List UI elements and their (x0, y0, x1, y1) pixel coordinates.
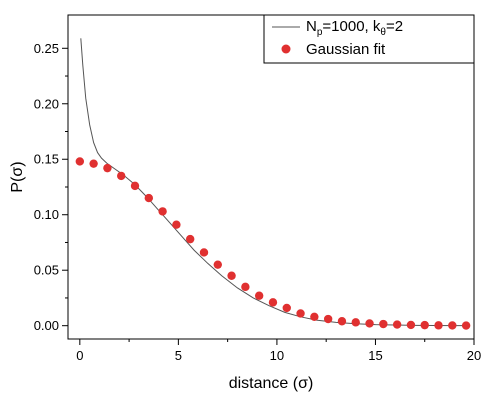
data-point (379, 319, 388, 329)
data-point (144, 193, 154, 203)
legend-scatter-label: Gaussian fit (306, 41, 386, 58)
legend-line-label-mid: =1000, k (322, 18, 380, 35)
y-axis-title: P(σ) (9, 161, 26, 192)
data-point (103, 163, 112, 173)
data-point (227, 271, 236, 280)
legend-box (263, 14, 475, 64)
legend-line-label-end: =2 (386, 18, 403, 35)
data-point (420, 320, 429, 330)
data-point (406, 320, 416, 330)
y-tick-label: 0.00 (34, 318, 59, 333)
data-point (282, 303, 291, 313)
data-point (434, 321, 443, 330)
data-point (199, 248, 209, 257)
legend-line-label: Np=1000, kθ=2 (306, 18, 403, 38)
legend-dot-swatch (281, 44, 291, 54)
x-tick-label: 5 (175, 348, 182, 363)
data-point (254, 291, 264, 300)
data-point (310, 312, 319, 322)
y-tick-label: 0.10 (34, 207, 59, 222)
data-point (185, 234, 195, 244)
legend-line-label-sub1: p (317, 27, 323, 38)
plot-frame (67, 14, 475, 340)
x-tick-label: 15 (368, 348, 382, 363)
data-point (75, 157, 85, 166)
data-point (89, 159, 98, 168)
x-tick-label: 20 (467, 348, 481, 363)
line-series-layer (80, 38, 469, 327)
data-point (172, 220, 181, 229)
data-point (337, 317, 347, 326)
data-point (392, 320, 402, 329)
legend: Np=1000, kθ=2 Gaussian fit (263, 14, 475, 64)
y-tick-label: 0.15 (34, 152, 59, 167)
data-point (130, 181, 140, 191)
data-point (117, 171, 126, 181)
series-line (80, 38, 469, 327)
y-tick-label: 0.20 (34, 96, 59, 111)
data-point (296, 309, 305, 318)
legend-line-label-main: N (306, 18, 317, 35)
data-point (268, 298, 278, 307)
data-point (213, 260, 222, 269)
data-point (365, 319, 374, 328)
plot-area-border (67, 14, 475, 340)
data-point (461, 321, 471, 330)
scatter-series-layer (75, 157, 471, 330)
data-point (158, 207, 167, 216)
data-point (241, 282, 250, 292)
y-axis: 0.00 0.05 0.10 0.15 0.20 0.25 (34, 41, 68, 333)
data-point (448, 321, 457, 330)
data-point (323, 314, 333, 324)
x-axis-title: distance (σ) (229, 375, 314, 392)
x-axis: 0 5 10 15 20 (76, 339, 481, 363)
x-tick-label: 10 (270, 348, 284, 363)
legend-line-label-sub2: θ (380, 27, 386, 38)
x-tick-label: 0 (76, 348, 83, 363)
y-tick-label: 0.25 (34, 41, 59, 56)
y-tick-label: 0.05 (34, 263, 59, 278)
data-point (351, 318, 360, 327)
